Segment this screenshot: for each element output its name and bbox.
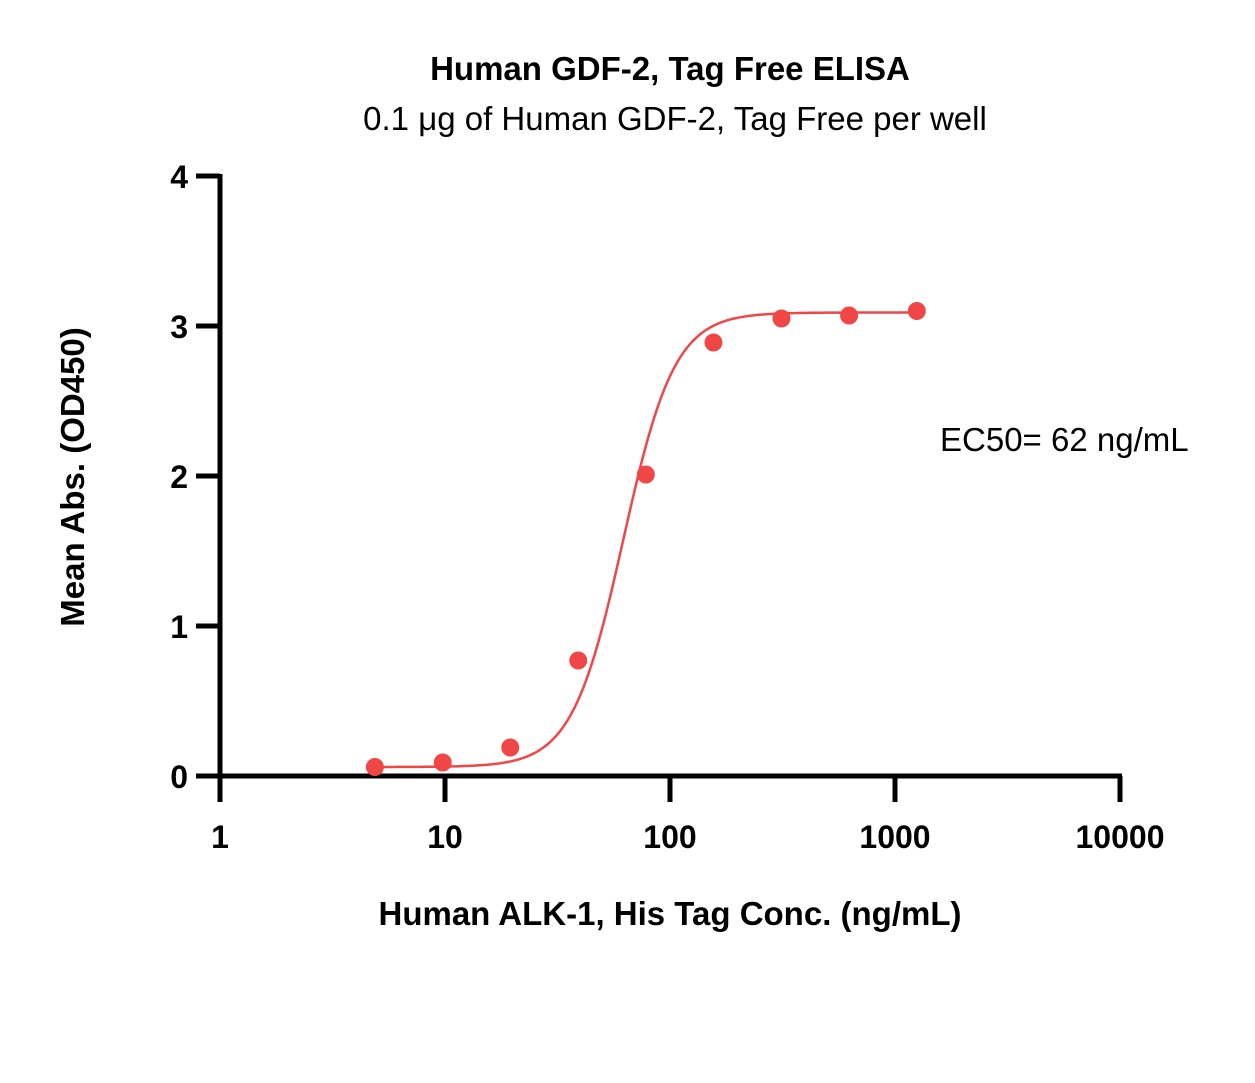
data-point xyxy=(501,738,520,757)
y-tick-label: 4 xyxy=(170,159,188,195)
y-tick-label: 3 xyxy=(170,309,188,345)
data-point xyxy=(907,302,926,320)
x-tick-label: 10 xyxy=(427,819,463,855)
y-tick-label: 1 xyxy=(170,609,188,645)
fit-curve-group xyxy=(374,311,917,769)
data-point xyxy=(365,758,384,776)
data-points xyxy=(365,302,926,776)
x-tick-label: 10000 xyxy=(1076,819,1165,855)
x-axis: 1 10 100 1000 10000 xyxy=(196,773,1165,855)
chart-subtitle: 0.1 μg of Human GDF-2, Tag Free per well xyxy=(363,100,987,137)
x-axis-label: Human ALK-1, His Tag Conc. (ng/mL) xyxy=(379,895,962,932)
ec50-annotation: EC50= 62 ng/mL xyxy=(940,421,1189,458)
x-tick-label: 1 xyxy=(211,819,229,855)
y-axis: 0 1 2 3 4 xyxy=(170,159,223,800)
x-tick-label: 100 xyxy=(643,819,696,855)
data-point xyxy=(636,465,655,484)
y-tick-label: 0 xyxy=(170,759,188,795)
chart-title: Human GDF-2, Tag Free ELISA xyxy=(430,50,910,87)
y-axis-label: Mean Abs. (OD450) xyxy=(54,327,91,627)
y-tick-label: 2 xyxy=(170,459,188,495)
x-tick-label: 1000 xyxy=(859,819,930,855)
data-point xyxy=(704,333,723,352)
data-point xyxy=(569,651,588,670)
data-point xyxy=(840,306,859,325)
data-point xyxy=(433,753,452,772)
fit-curve xyxy=(374,311,917,769)
data-point xyxy=(772,309,791,328)
